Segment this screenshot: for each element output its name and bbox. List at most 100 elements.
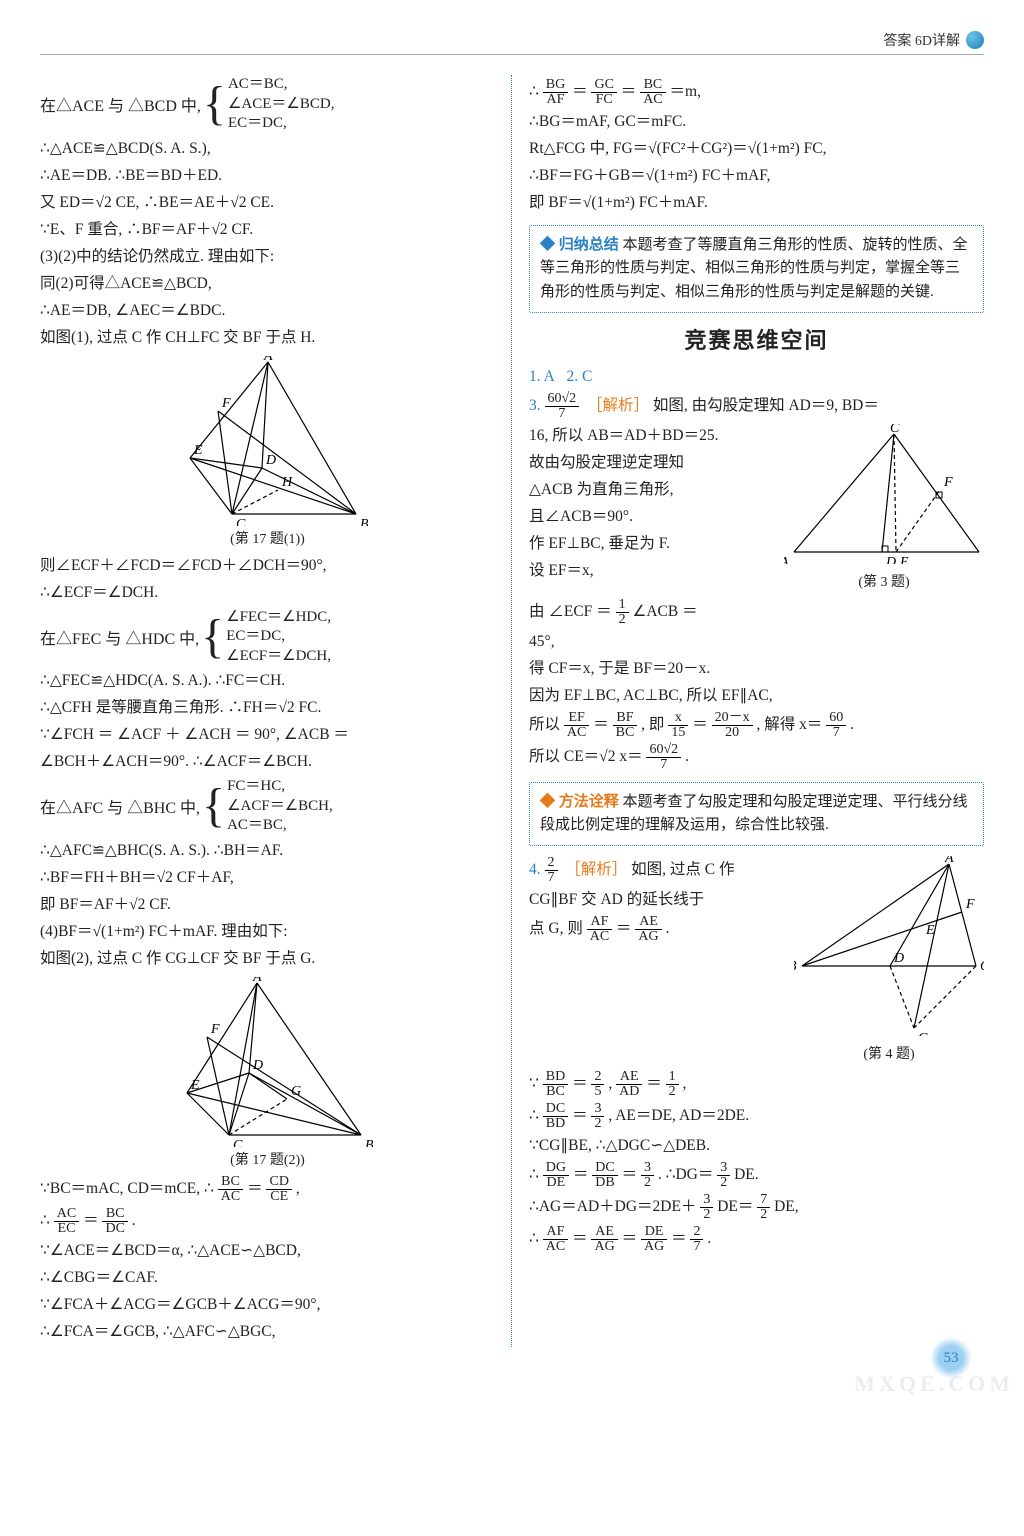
brace-line: ∠ACF＝∠BCH, [227,797,333,817]
brace-line: AC＝BC, [227,816,333,836]
page-number: 53 [930,1337,972,1379]
figure-caption: (第 3 题) [784,571,984,591]
brace-line: EC＝DC, [228,114,335,134]
text: 由 ∠ECF ＝ 12 ∠ACB ＝ [529,598,984,627]
svg-text:C: C [236,517,246,526]
figure-caption: (第 17 题(1)) [40,528,495,548]
text: ∴AG＝AD＋DG＝2DE＋ 32 DE＝ 72 DE, [529,1193,984,1222]
text: ∵∠FCA＋∠ACG＝∠GCB＋∠ACG＝90°, [40,1293,495,1317]
brace-line: EC＝DC, [226,627,331,647]
left-column: 在△ACE 与 △BCD 中, { AC＝BC, ∠ACE＝∠BCD, EC＝D… [40,75,495,1347]
text: 如图(1), 过点 C 作 CH⊥FC 交 BF 于点 H. [40,326,495,350]
text: ∠BCH＋∠ACH＝90°. ∴∠ACF＝∠BCH. [40,750,495,774]
svg-text:C: C [980,959,984,974]
text: ∴∠CBG＝∠CAF. [40,1266,495,1290]
svg-text:C: C [233,1138,243,1147]
svg-text:E: E [193,443,203,458]
svg-text:H: H [281,475,293,490]
text: 即 BF＝AF＋√2 CF. [40,893,495,917]
page-header: 答案 6D详解 [40,30,984,55]
figure-caption: (第 4 题) [794,1043,984,1063]
text: ∴△ACE≌△BCD(S. A. S.), [40,137,495,161]
text: 如图(2), 过点 C 作 CG⊥CF 交 BF 于点 G. [40,947,495,971]
text: ∵∠ACE＝∠BCD＝α, ∴△ACE∽△BCD, [40,1239,495,1263]
text: 同(2)可得△ACE≌△BCD, [40,272,495,296]
note-tag: ◆ 归纳总结 [540,237,619,253]
short-answers: 1. A 2. C [529,365,984,389]
figure-caption: (第 17 题(2)) [40,1149,495,1169]
text: (4)BF＝√(1+m²) FC＋mAF. 理由如下: [40,920,495,944]
text: 又 ED＝√2 CE, ∴BE＝AE＋√2 CE. [40,191,495,215]
svg-text:B: B [983,555,984,564]
text: ∴∠FCA＝∠GCB, ∴△AFC∽△BGC, [40,1320,495,1344]
text: 即 BF＝√(1+m²) FC＋mAF. [529,191,984,215]
svg-text:D: D [265,453,276,468]
svg-text:D: D [252,1058,263,1073]
text: ∴BF＝FG＋GB＝√(1+m²) FC＋mAF, [529,164,984,188]
text: ∵ BDBC ＝ 25 , AEAD ＝ 12 , [529,1070,984,1099]
text: ∴AE＝DB. ∴BE＝BD＋ED. [40,164,495,188]
header-label: 答案 6D详解 [883,30,960,50]
text: ∴ DGDE ＝ DCDB ＝ 32 . ∴DG＝ 32 DE. [529,1161,984,1190]
method-note: ◆ 方法诠释 本题考查了勾股定理和勾股定理逆定理、平行线分线段成比例定理的理解及… [529,782,984,847]
figure-4: A B C D E F G (第 4 题) [794,856,984,1063]
text: 所以 CE＝√2 x＝ 60√27 . [529,743,984,772]
figure-3: A B C DE F (第 3 题) [784,424,984,591]
text: 在△FEC 与 △HDC 中, [40,625,199,649]
text: Rt△FCG 中, FG＝√(FC²＋CG²)＝√(1+m²) FC, [529,137,984,161]
text: ∵BC＝mAC, CD＝mCE, ∴ BCAC ＝ CDCE , [40,1175,495,1204]
left-brace: { [201,617,224,658]
text: 在△AFC 与 △BHC 中, [40,794,200,818]
text: ∴AE＝DB, ∠AEC＝∠BDC. [40,299,495,323]
text: 45°, [529,630,984,654]
svg-text:A: A [252,977,262,985]
summary-note: ◆ 归纳总结 本题考查了等腰直角三角形的性质、旋转的性质、全等三角形的性质与判定… [529,225,984,313]
svg-text:A: A [263,356,273,364]
left-brace: { [202,786,225,827]
left-brace: { [203,84,226,125]
text: ∴ BGAF ＝ GCFC ＝ BCAC ＝m, [529,78,984,107]
svg-text:D: D [893,951,904,966]
svg-text:F: F [943,475,953,490]
text: (3)(2)中的结论仍然成立. 理由如下: [40,245,495,269]
svg-text:C: C [890,424,900,436]
brace-line: AC＝BC, [228,75,335,95]
svg-text:E: E [190,1078,200,1093]
text: 因为 EF⊥BC, AC⊥BC, 所以 EF∥AC, [529,684,984,708]
text: ∴BG＝mAF, GC＝mFC. [529,110,984,134]
text: ∴ ACEC ＝ BCDC . [40,1207,495,1236]
svg-text:G: G [291,1084,301,1099]
svg-text:A: A [784,555,789,564]
svg-text:G: G [918,1031,928,1036]
brace-line: ∠FEC＝∠HDC, [226,608,331,628]
svg-text:B: B [365,1138,373,1147]
text: 则∠ECF＋∠FCD＝∠FCD＋∠DCH＝90°, [40,554,495,578]
text: ∴△FEC≌△HDC(A. S. A.). ∴FC＝CH. [40,669,495,693]
text: 所以 EFAC ＝ BFBC , 即 x15 ＝ 20－x20 , 解得 x＝ … [529,711,984,740]
column-divider [511,75,513,1347]
q3-head: 3. 60√27 ［解析］ 如图, 由勾股定理知 AD＝9, BD＝ [529,392,984,421]
svg-text:F: F [210,1022,220,1037]
svg-text:B: B [794,959,797,974]
right-column: ∴ BGAF ＝ GCFC ＝ BCAC ＝m, ∴BG＝mAF, GC＝mFC… [529,75,984,1347]
svg-text:F: F [221,396,231,411]
note-tag: ◆ 方法诠释 [540,794,619,810]
brace-line: ∠ECF＝∠DCH, [226,647,331,667]
text: 在△ACE 与 △BCD 中, [40,92,201,116]
text: ∴ AFAC ＝ AEAG ＝ DEAG ＝ 27 . [529,1225,984,1254]
text: ∴△CFH 是等腰直角三角形. ∴FH＝√2 FC. [40,696,495,720]
svg-text:D: D [885,555,896,564]
svg-text:E: E [899,555,909,564]
brace-line: ∠ACE＝∠BCD, [228,95,335,115]
brace-line: FC＝HC, [227,777,333,797]
text: ∴△AFC≌△BHC(S. A. S.). ∴BH＝AF. [40,839,495,863]
text: 得 CF＝x, 于是 BF＝20－x. [529,657,984,681]
text: ∴∠ECF＝∠DCH. [40,581,495,605]
text: ∵E、F 重合, ∴BF＝AF＋√2 CF. [40,218,495,242]
book-icon [966,31,984,49]
svg-text:E: E [925,923,935,938]
svg-text:F: F [965,897,975,912]
svg-text:A: A [944,856,954,866]
svg-text:B: B [360,517,368,526]
text: ∴ DCBD ＝ 32 , AE＝DE, AD＝2DE. [529,1102,984,1131]
